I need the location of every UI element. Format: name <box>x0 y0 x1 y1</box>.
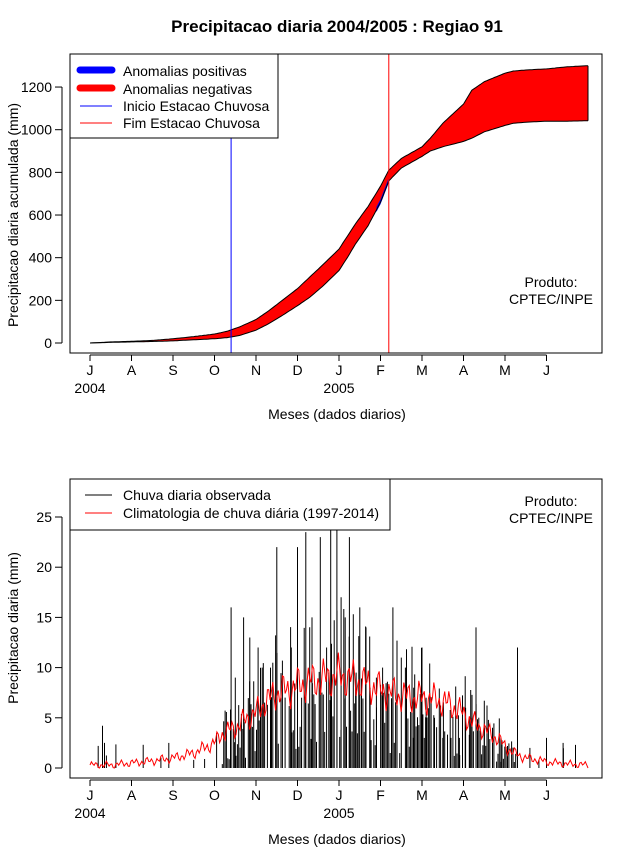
bottom-x-axis: J A S O N D J F M A M J 2004 2005 <box>74 779 550 821</box>
daily-precipitation-chart: 0 5 10 15 20 25 J A S O N D J F M A M J 2004 2005 Precipit… <box>5 478 603 847</box>
climatology-line <box>89 652 589 769</box>
top-y-tick-label: 1000 <box>21 122 52 138</box>
observed-cumulative-line <box>89 120 589 344</box>
top-x-tick-label: D <box>292 362 302 378</box>
top-x-tick-label: O <box>209 362 220 378</box>
top-legend: Anomalias positivas Anomalias negativas … <box>69 53 279 139</box>
top-x-axis: J A S O N D J F M A M J 2004 2005 <box>74 354 550 396</box>
top-y-axis: 0 200 400 600 800 1000 1200 <box>21 79 63 351</box>
cumulative-precipitation-chart: 0 200 400 600 800 1000 1200 J A S O N D J F M A M J 2004 20… <box>5 53 603 422</box>
bottom-legend: Chuva diaria observada Climatologia de c… <box>69 478 391 531</box>
bottom-x-axis-label: Meses (dados diarios) <box>268 831 406 847</box>
top-y-tick-label: 200 <box>29 292 53 308</box>
bottom-x-tick-label: A <box>459 787 469 803</box>
top-y-tick-label: 400 <box>29 250 53 266</box>
top-x-tick-label: A <box>459 362 469 378</box>
top-x-tick-label: M <box>416 362 428 378</box>
bottom-x-tick-label: F <box>376 787 385 803</box>
bottom-y-tick-label: 0 <box>44 760 52 776</box>
top-year-label: 2005 <box>323 380 354 396</box>
bottom-y-axis-label: Precipitacao diaria (mm) <box>5 552 21 704</box>
bottom-y-axis: 0 5 10 15 20 25 <box>36 509 63 776</box>
credit-line-1: Produto: <box>525 274 578 290</box>
top-x-axis-label: Meses (dados diarios) <box>268 406 406 422</box>
legend-label-end: Fim Estacao Chuvosa <box>123 115 260 131</box>
bottom-y-tick-label: 5 <box>44 710 52 726</box>
bottom-x-tick-label: M <box>499 787 511 803</box>
top-x-tick-label: F <box>376 362 385 378</box>
bottom-x-tick-label: D <box>292 787 302 803</box>
bottom-legend-box <box>69 478 391 531</box>
top-y-tick-label: 0 <box>44 335 52 351</box>
chart-title: Precipitacao diaria 2004/2005 : Regiao 9… <box>171 17 503 36</box>
top-y-axis-label: Precipitacao diaria acumulada (mm) <box>5 103 21 327</box>
negative-anomaly-polygon <box>90 65 588 343</box>
top-x-tick-label: J <box>336 362 343 378</box>
bottom-x-tick-label: A <box>127 787 137 803</box>
bottom-x-tick-label: M <box>416 787 428 803</box>
cumulative-lines <box>89 65 589 344</box>
credit-line-2: CPTEC/INPE <box>509 291 593 307</box>
bottom-y-tick-label: 10 <box>36 660 52 676</box>
bottom-x-tick-label: J <box>543 787 550 803</box>
top-x-tick-label: S <box>168 362 177 378</box>
bottom-year-label: 2004 <box>74 805 105 821</box>
legend-label-negative: Anomalias negativas <box>123 81 252 97</box>
bottom-year-label: 2005 <box>323 805 354 821</box>
legend-label-climatology: Climatologia de chuva diária (1997-2014) <box>123 505 379 521</box>
negative-anomaly-area <box>90 65 588 343</box>
legend-label-observed: Chuva diaria observada <box>123 487 271 503</box>
bottom-x-tick-label: N <box>251 787 261 803</box>
observed-daily-bars <box>97 486 576 768</box>
top-y-tick-label: 1200 <box>21 79 52 95</box>
legend-label-positive: Anomalias positivas <box>123 63 247 79</box>
top-x-tick-label: J <box>543 362 550 378</box>
bottom-y-tick-label: 25 <box>36 509 52 525</box>
legend-label-start: Inicio Estacao Chuvosa <box>123 98 270 114</box>
bottom-y-tick-label: 20 <box>36 559 52 575</box>
bottom-y-tick-label: 15 <box>36 609 52 625</box>
top-x-tick-label: A <box>127 362 137 378</box>
top-x-tick-label: J <box>87 362 94 378</box>
credit-line-1-bottom: Produto: <box>525 493 578 509</box>
climatology-daily-line <box>89 652 589 769</box>
credit-line-2-bottom: CPTEC/INPE <box>509 510 593 526</box>
bottom-x-tick-label: S <box>168 787 177 803</box>
climatology-cumulative-line <box>89 65 589 344</box>
bottom-x-tick-label: J <box>336 787 343 803</box>
top-x-tick-label: M <box>499 362 511 378</box>
bottom-x-tick-label: J <box>87 787 94 803</box>
top-year-label: 2004 <box>74 380 105 396</box>
top-plot-frame <box>69 53 603 354</box>
top-y-tick-label: 600 <box>29 207 53 223</box>
top-y-tick-label: 800 <box>29 164 53 180</box>
bottom-x-tick-label: O <box>209 787 220 803</box>
top-x-tick-label: N <box>251 362 261 378</box>
